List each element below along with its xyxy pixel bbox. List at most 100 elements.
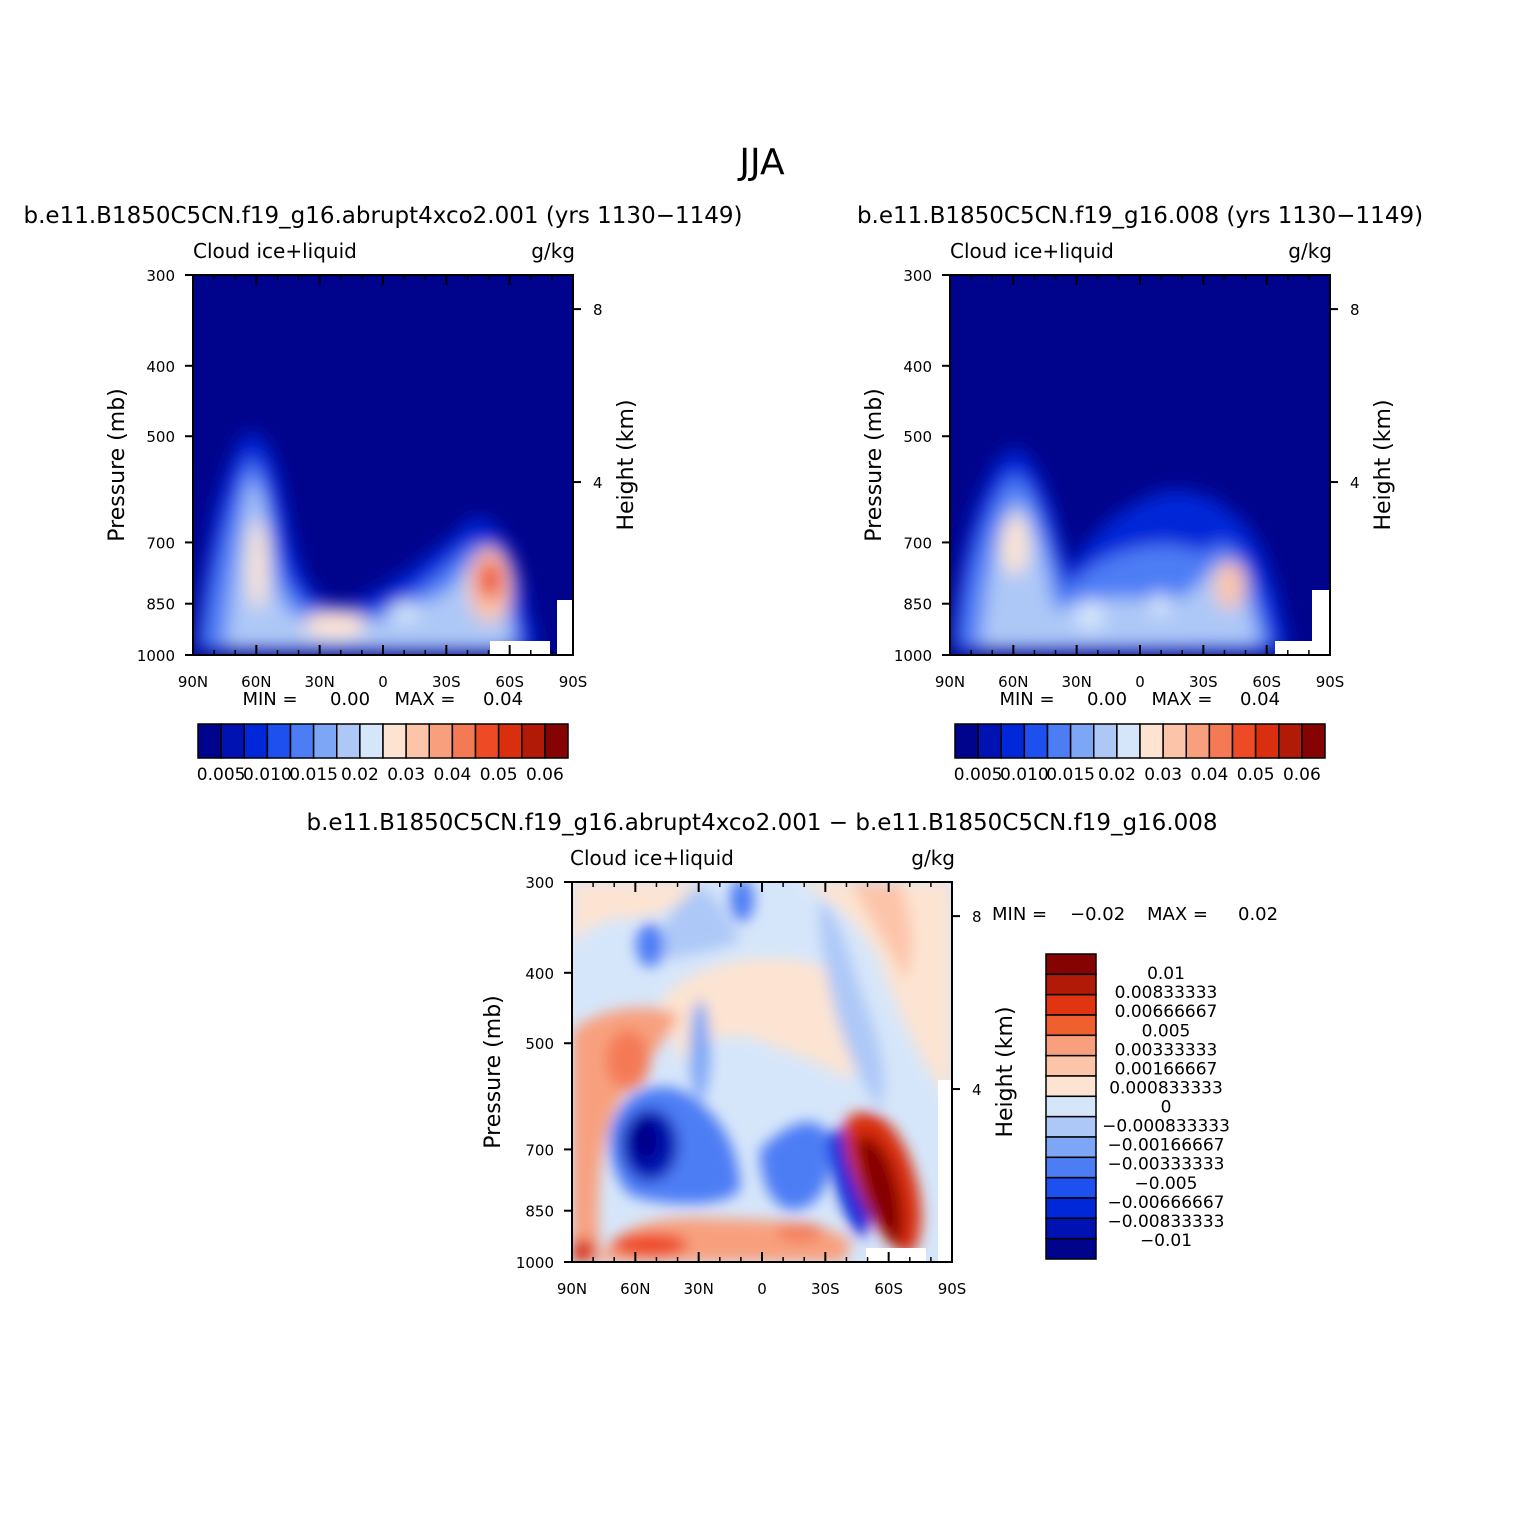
panel-1-field bbox=[193, 275, 573, 655]
panel-3-contour-m bbox=[629, 1118, 661, 1162]
y2-tick-label: 4 bbox=[972, 1081, 982, 1099]
x-tick-label: 90S bbox=[559, 673, 588, 691]
x-tick-label: 0 bbox=[757, 1280, 767, 1298]
panel-1-units-label: g/kg bbox=[531, 239, 575, 263]
colorbar-label: −0.00666667 bbox=[1108, 1193, 1225, 1213]
colorbar-label: 0.02 bbox=[1098, 765, 1136, 785]
colorbar-label: 0.03 bbox=[387, 765, 425, 785]
y2-tick-label: 8 bbox=[972, 908, 982, 926]
colorbar-label: 0.03 bbox=[1144, 765, 1182, 785]
x-tick-label: 0 bbox=[1135, 673, 1145, 691]
colorbar-swatch bbox=[1045, 1237, 1097, 1260]
panel-3-min-label: MIN = bbox=[992, 904, 1047, 925]
panel-2-min-value: 0.00 bbox=[1087, 689, 1127, 710]
colorbar-label: 0.005 bbox=[197, 765, 246, 785]
colorbar-label: 0.005 bbox=[1142, 1021, 1191, 1041]
panel-1-contour-h bbox=[389, 602, 421, 622]
colorbar-swatch bbox=[1139, 723, 1164, 759]
colorbar-label: 0.00833333 bbox=[1115, 983, 1218, 1003]
panel-3-contour-r bbox=[855, 1136, 903, 1248]
panel-3-contour-e bbox=[572, 1007, 680, 1262]
colorbar-label: 0.000833333 bbox=[1109, 1078, 1223, 1098]
panel-3-contour-n bbox=[760, 1121, 831, 1210]
x-tick-label: 30S bbox=[811, 1280, 840, 1298]
panel-2-max-label: MAX = bbox=[1152, 689, 1213, 710]
colorbar-swatch bbox=[1000, 723, 1026, 759]
panel-1-axes: 90N 60N 30N 0 30S 60S 90S 300 400 500 700 850 1000 8 4 bbox=[137, 267, 603, 691]
panel-2-contour-e bbox=[1214, 561, 1246, 609]
colorbar-swatch bbox=[1185, 723, 1211, 759]
x-tick-label: 90N bbox=[178, 673, 208, 691]
panel-3-missing-mask bbox=[938, 1080, 952, 1262]
colorbar-label: 0.01 bbox=[1147, 964, 1185, 984]
colorbar-swatch bbox=[954, 723, 979, 759]
panel-3-contour-g bbox=[819, 900, 884, 1110]
x-tick-label: 90N bbox=[557, 1280, 587, 1298]
panel-3-contour-a bbox=[572, 882, 700, 945]
colorbar-swatch bbox=[1045, 993, 1097, 1016]
panel-3-field bbox=[572, 882, 952, 1262]
colorbar-swatch bbox=[1045, 1136, 1097, 1159]
colorbar-swatch bbox=[1045, 1054, 1097, 1077]
y-tick-label: 300 bbox=[903, 267, 932, 285]
colorbar-swatch bbox=[1069, 723, 1095, 759]
panel-2-title: b.e11.B1850C5CN.f19_g16.008 (yrs 1130−11… bbox=[857, 203, 1423, 229]
colorbar-swatch bbox=[1116, 723, 1141, 759]
panel-1-contour-e bbox=[478, 560, 502, 600]
panel-2-contour-g bbox=[1150, 593, 1170, 617]
panel-2-axes: 90N 60N 30N 0 30S 60S 90S 300 400 500 700 850 1000 8 4 bbox=[894, 267, 1360, 691]
panel-3-contour-o bbox=[690, 1000, 710, 1100]
colorbar-swatch bbox=[428, 723, 454, 759]
x-tick-label: 30N bbox=[684, 1280, 714, 1298]
panel-3-contour-c bbox=[850, 882, 912, 980]
colorbar-swatch bbox=[1045, 953, 1097, 976]
x-tick-label: 60S bbox=[874, 1280, 903, 1298]
colorbar-swatch bbox=[1045, 1176, 1097, 1199]
panel-3-contour-f bbox=[606, 1030, 650, 1090]
colorbar-label: 0.015 bbox=[289, 765, 338, 785]
colorbar-swatch bbox=[243, 723, 269, 759]
panel-3-y2label: Height (km) bbox=[993, 1006, 1018, 1137]
colorbar-label: 0.015 bbox=[1046, 765, 1095, 785]
panel-3-contour-d bbox=[660, 958, 860, 1080]
y-tick-label: 300 bbox=[525, 874, 554, 892]
y-tick-label: 500 bbox=[903, 428, 932, 446]
colorbar-swatch bbox=[1045, 1217, 1097, 1240]
panel-1-title: b.e11.B1850C5CN.f19_g16.abrupt4xco2.001 … bbox=[24, 203, 743, 229]
x-tick-label: 60N bbox=[241, 673, 271, 691]
colorbar-swatch bbox=[1023, 723, 1049, 759]
y-tick-label: 400 bbox=[903, 358, 932, 376]
colorbar-swatch bbox=[1046, 723, 1072, 759]
colorbar-swatch bbox=[359, 723, 384, 759]
colorbar-label: −0.00833333 bbox=[1108, 1212, 1225, 1232]
panel-2-units-label: g/kg bbox=[1288, 239, 1332, 263]
panel-2-y2label: Height (km) bbox=[1371, 399, 1396, 530]
y-tick-label: 700 bbox=[903, 534, 932, 552]
colorbar-swatch bbox=[1045, 973, 1097, 996]
colorbar-label: 0.06 bbox=[1283, 765, 1321, 785]
panel-1-min-label: MIN = bbox=[242, 689, 297, 710]
panel-3-contour-i bbox=[636, 923, 664, 967]
x-tick-label: 30N bbox=[1062, 673, 1092, 691]
panel-3-contour-u bbox=[776, 1223, 824, 1241]
panel-3-units-label: g/kg bbox=[911, 846, 955, 870]
panel-1-missing-mask bbox=[557, 600, 573, 655]
panel-3-contour-j bbox=[730, 882, 754, 922]
panel-3-contour-b bbox=[800, 882, 952, 1100]
panel-2-contour-c bbox=[980, 500, 1260, 650]
colorbar-swatch bbox=[1045, 1197, 1097, 1220]
colorbar-label: −0.00333333 bbox=[1108, 1155, 1225, 1175]
panel-2-min-label: MIN = bbox=[999, 689, 1054, 710]
colorbar-swatch bbox=[312, 723, 338, 759]
colorbar-swatch bbox=[1162, 723, 1187, 759]
y-tick-label: 700 bbox=[146, 534, 175, 552]
y2-tick-label: 8 bbox=[593, 301, 603, 319]
colorbar-swatch bbox=[1045, 1095, 1097, 1118]
y-tick-label: 1000 bbox=[516, 1254, 554, 1272]
panel-3-min-value: −0.02 bbox=[1070, 904, 1125, 925]
colorbar-label: 0.02 bbox=[341, 765, 379, 785]
x-tick-label: 30S bbox=[432, 673, 461, 691]
panel-2-contour-d bbox=[1001, 515, 1029, 575]
colorbar-label: 0.06 bbox=[526, 765, 564, 785]
